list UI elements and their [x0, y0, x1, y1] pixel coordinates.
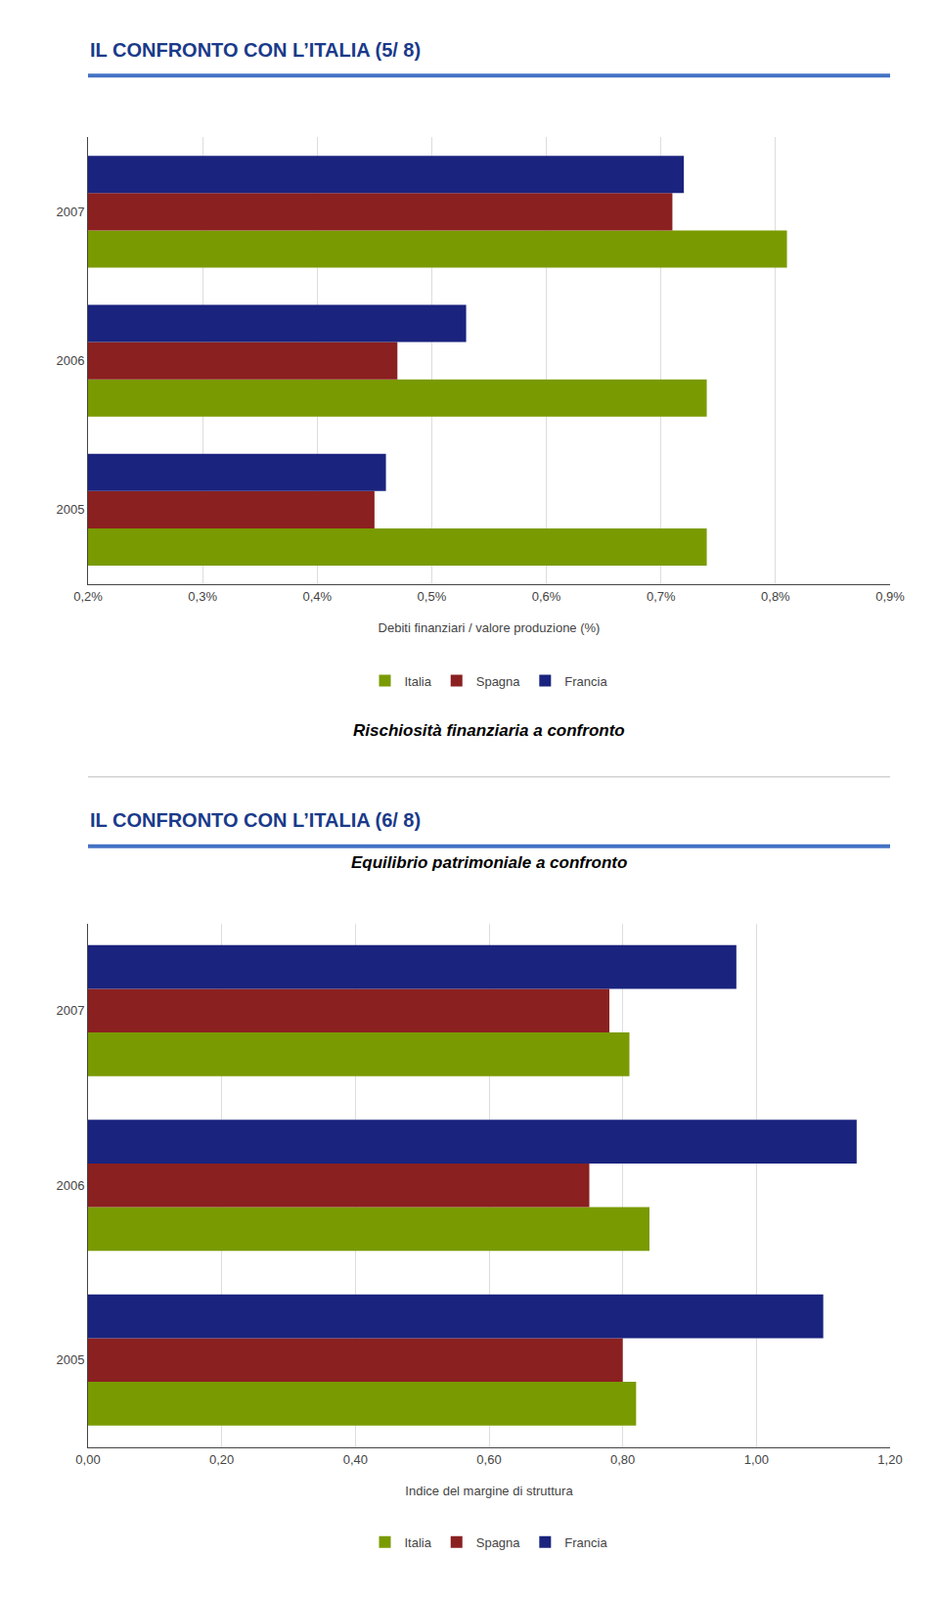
- svg-text:0,40: 0,40: [343, 1451, 368, 1467]
- svg-text:2005: 2005: [55, 501, 85, 517]
- svg-text:IL CONFRONTO CON L’ITALIA (5/: IL CONFRONTO CON L’ITALIA (5/ 8): [89, 39, 421, 61]
- svg-text:0,00: 0,00: [75, 1451, 100, 1467]
- svg-text:0,8%: 0,8%: [760, 588, 791, 604]
- svg-text:2006: 2006: [55, 1177, 85, 1193]
- svg-text:0,4%: 0,4%: [302, 588, 332, 604]
- svg-text:0,3%: 0,3%: [187, 588, 218, 604]
- svg-text:0,6%: 0,6%: [532, 588, 562, 604]
- svg-text:0,20: 0,20: [209, 1451, 234, 1467]
- svg-text:Spagna: Spagna: [476, 1534, 522, 1550]
- svg-text:Francia: Francia: [564, 672, 608, 688]
- svg-text:0,7%: 0,7%: [646, 588, 676, 604]
- svg-text:0,80: 0,80: [610, 1451, 635, 1467]
- svg-text:0,9%: 0,9%: [875, 588, 905, 604]
- svg-text:2005: 2005: [55, 1351, 85, 1367]
- svg-text:Indice del margine di struttur: Indice del margine di struttura: [404, 1482, 574, 1498]
- svg-text:0,60: 0,60: [476, 1451, 501, 1467]
- svg-text:2007: 2007: [55, 204, 85, 220]
- svg-text:Italia: Italia: [404, 672, 433, 688]
- svg-text:1,00: 1,00: [744, 1451, 769, 1467]
- svg-text:Debiti finanziari / valore pro: Debiti finanziari / valore produzione (%…: [378, 620, 601, 635]
- svg-text:Spagna: Spagna: [476, 672, 522, 688]
- svg-text:IL CONFRONTO CON L’ITALIA (6/: IL CONFRONTO CON L’ITALIA (6/ 8): [89, 808, 421, 831]
- svg-text:Italia: Italia: [404, 1534, 433, 1550]
- svg-text:Rischiosità finanziaria a conf: Rischiosità finanziaria a confronto: [353, 720, 626, 740]
- svg-text:Francia: Francia: [564, 1534, 608, 1550]
- svg-text:2006: 2006: [55, 353, 85, 368]
- svg-text:1,20: 1,20: [877, 1451, 902, 1467]
- svg-text:Equilibrio patrimoniale a conf: Equilibrio patrimoniale a confronto: [351, 852, 627, 872]
- svg-text:2007: 2007: [55, 1002, 85, 1018]
- svg-text:0,5%: 0,5%: [417, 588, 448, 604]
- svg-text:0,2%: 0,2%: [73, 588, 103, 604]
